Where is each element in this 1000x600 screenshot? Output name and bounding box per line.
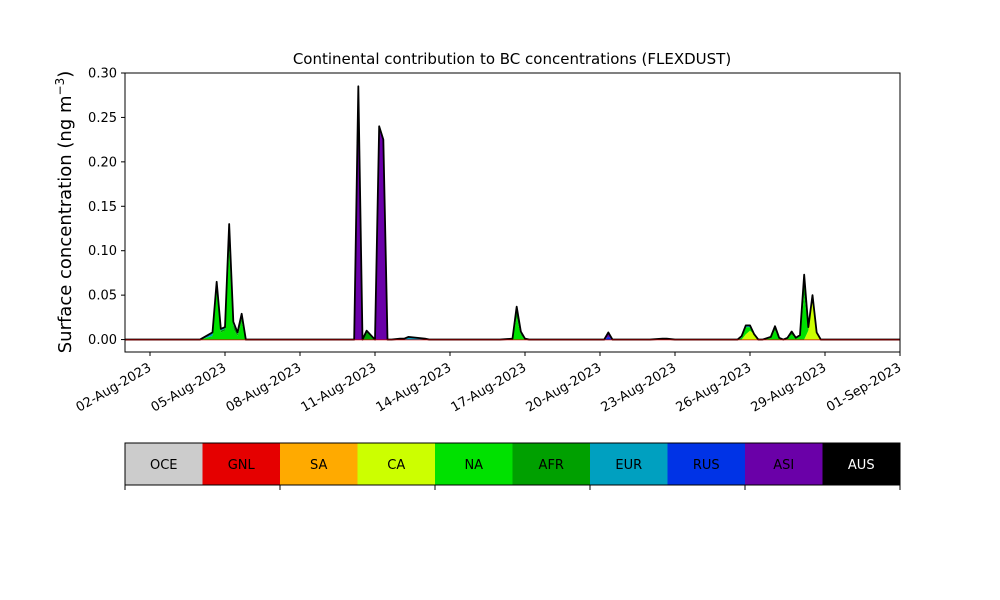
y-tick-label: 0.10: [88, 244, 117, 259]
colorbar-label-oce: OCE: [150, 458, 178, 473]
colorbar-label-afr: AFR: [539, 458, 564, 473]
colorbar-label-aus: AUS: [848, 458, 875, 473]
y-axis-label: Surface concentration (ng m−3): [53, 71, 76, 354]
colorbar-label-gnl: GNL: [228, 458, 256, 473]
x-tick-label: 26-Aug-2023: [674, 360, 754, 415]
y-tick-label: 0.05: [88, 289, 117, 304]
plot-area: 0.000.050.100.150.200.250.3002-Aug-20230…: [74, 67, 904, 416]
colorbar-label-ca: CA: [387, 458, 405, 473]
colorbar-label-asi: ASI: [773, 458, 794, 473]
colorbar-swatch-sa: [280, 443, 358, 485]
y-tick-label: 0.00: [88, 333, 117, 348]
x-tick-label: 20-Aug-2023: [524, 360, 604, 415]
series-area-na: [125, 250, 900, 340]
x-tick-label: 17-Aug-2023: [449, 360, 529, 415]
colorbar-label-eur: EUR: [615, 458, 642, 473]
x-tick-label: 23-Aug-2023: [599, 360, 679, 415]
x-tick-label: 14-Aug-2023: [374, 360, 454, 415]
y-tick-label: 0.20: [88, 155, 117, 170]
colorbar-swatch-ca: [357, 443, 435, 485]
series-area-asi: [125, 86, 900, 340]
colorbar: OCE GNL SA CA NA AFR EUR RUS ASI AUS: [124, 442, 901, 490]
x-tick-label: 29-Aug-2023: [749, 360, 829, 415]
y-tick-label: 0.15: [88, 200, 117, 215]
colorbar-swatch-eur: [590, 443, 668, 485]
x-tick-label: 08-Aug-2023: [224, 360, 304, 415]
x-tick-label: 02-Aug-2023: [74, 360, 154, 415]
colorbar-swatch-afr: [512, 443, 590, 485]
y-tick-label: 0.25: [88, 111, 117, 126]
colorbar-label-sa: SA: [310, 458, 327, 473]
colorbar-swatch-oce: [125, 443, 203, 485]
y-axis-label-text: Surface concentration (ng m: [55, 95, 76, 353]
axes-frame: [124, 72, 901, 353]
y-axis-label-close: ): [55, 71, 76, 78]
colorbar-swatch-gnl: [202, 443, 280, 485]
colorbar-swatch-aus: [822, 443, 900, 485]
x-tick-label: 11-Aug-2023: [299, 360, 379, 415]
colorbar-swatch-rus: [667, 443, 745, 485]
colorbar-label-rus: RUS: [693, 458, 720, 473]
total-line: [125, 85, 900, 341]
y-axis-label-exponent: −3: [53, 78, 67, 96]
y-tick-label: 0.30: [88, 67, 117, 82]
colorbar-frame: [124, 442, 901, 486]
colorbar-swatch-asi: [745, 443, 823, 485]
x-tick-label: 05-Aug-2023: [149, 360, 229, 415]
chart-title: Continental contribution to BC concentra…: [293, 50, 731, 68]
x-tick-label: 01-Sep-2023: [824, 360, 904, 415]
colorbar-label-na: NA: [464, 458, 483, 473]
colorbar-swatch-na: [435, 443, 513, 485]
